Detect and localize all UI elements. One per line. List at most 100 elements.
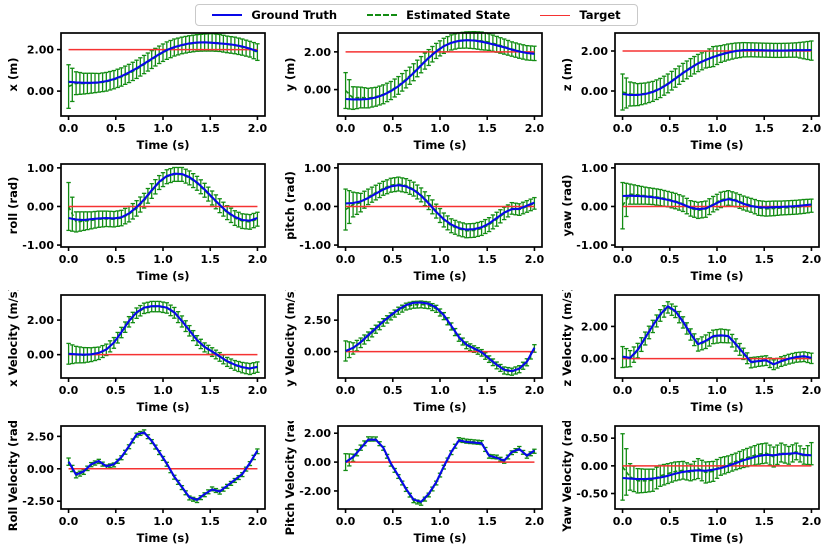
x-tick-label: 1.0	[153, 122, 173, 135]
axis-ticks	[334, 167, 536, 251]
x-axis-label: Time (s)	[691, 138, 744, 152]
x-axis-label: Time (s)	[137, 400, 190, 414]
x-axis-label: Time (s)	[137, 138, 190, 152]
x-tick-label: 1.5	[200, 253, 220, 266]
ground-truth-line	[622, 305, 812, 366]
y-axis-label: x Velocity (m/s)	[6, 290, 20, 387]
x-tick-label: 0.5	[383, 122, 403, 135]
axis-ticks	[611, 50, 813, 120]
x-tick-label: 0.0	[336, 384, 356, 397]
y-tick-label: 0.00	[581, 460, 608, 473]
legend-label-ground-truth: Ground Truth	[251, 8, 338, 22]
axis-ticks	[57, 167, 259, 251]
x-tick-label: 1.5	[754, 253, 774, 266]
y-axis-label: roll (rad)	[6, 177, 20, 235]
subplot-pitch: 0.0 0.5 1.0 1.5 2.0 -1.00 0.00 1.00 Time (s) pitc…	[283, 162, 545, 283]
y-tick-label: -2.00	[299, 485, 331, 498]
x-tick-label: 0.0	[59, 253, 79, 266]
ground-truth-line	[345, 184, 535, 231]
subplot-yaw: 0.0 0.5 1.0 1.5 2.0 -1.00 0.00 1.00 Time (s) yaw …	[560, 162, 822, 283]
axis-ticks	[334, 432, 536, 513]
y-tick-label: 1.00	[27, 162, 54, 175]
ground-truth-line-icon	[212, 14, 243, 16]
legend-item-ground-truth: Ground Truth	[212, 8, 337, 22]
ground-truth-line	[622, 48, 812, 97]
ground-truth-line	[68, 172, 258, 222]
x-tick-label: 0.0	[59, 515, 79, 528]
x-tick-label: 1.0	[153, 384, 173, 397]
axis-ticks	[611, 437, 813, 513]
x-tick-label: 1.5	[477, 122, 497, 135]
ground-truth-line	[622, 452, 812, 481]
x-tick-label: 0.5	[106, 515, 126, 528]
x-axis-label: Time (s)	[414, 269, 467, 283]
error-bars	[66, 429, 260, 504]
x-tick-label: 1.0	[153, 515, 173, 528]
error-bars	[66, 166, 260, 233]
y-tick-label: 0.00	[304, 200, 331, 213]
error-bars	[620, 433, 814, 501]
x-tick-label: 2.0	[802, 253, 822, 266]
y-tick-label: 0.00	[27, 349, 54, 362]
y-tick-label: 2.00	[581, 45, 608, 58]
y-tick-label: 2.00	[304, 427, 331, 440]
x-tick-label: 1.0	[707, 253, 727, 266]
y-tick-label: 1.00	[304, 162, 331, 175]
x-tick-label: 2.0	[248, 122, 268, 135]
x-tick-label: 1.5	[200, 384, 220, 397]
x-tick-label: 0.5	[106, 122, 126, 135]
y-axis-label: pitch (rad)	[283, 171, 297, 240]
x-tick-label: 0.5	[660, 122, 680, 135]
x-tick-label: 0.0	[59, 384, 79, 397]
subplot-z-velocity: 0.0 0.5 1.0 1.5 2.0 0.00 2.00 Time (s) z Velocit…	[560, 290, 822, 414]
x-tick-label: 1.0	[430, 515, 450, 528]
x-tick-label: 1.5	[754, 122, 774, 135]
y-tick-label: 0.00	[304, 84, 331, 97]
x-tick-label: 0.5	[106, 384, 126, 397]
axis-ticks	[57, 435, 259, 513]
ground-truth-line	[345, 301, 536, 373]
axis-ticks	[334, 51, 536, 120]
y-tick-label: 2.50	[304, 314, 331, 327]
x-tick-label: 2.0	[802, 384, 822, 397]
ground-truth-line	[622, 194, 812, 211]
x-tick-label: 1.5	[200, 515, 220, 528]
error-bars	[620, 301, 814, 371]
y-axis-label: Yaw Velocity (rad/s)	[560, 421, 574, 533]
error-bars	[343, 176, 537, 239]
y-tick-label: 0.00	[304, 456, 331, 469]
estimated-state-line	[345, 438, 535, 505]
x-tick-label: 2.0	[248, 253, 268, 266]
y-tick-label: 0.50	[581, 432, 608, 445]
y-axis-label: Roll Velocity (rad/s)	[6, 421, 20, 531]
x-tick-label: 0.5	[383, 384, 403, 397]
x-tick-label: 1.5	[477, 515, 497, 528]
subplot-roll: 0.0 0.5 1.0 1.5 2.0 -1.00 0.00 1.00 Time (s) roll…	[6, 162, 268, 283]
legend-item-estimated-state: Estimated State	[367, 8, 510, 22]
y-tick-label: 1.00	[581, 162, 608, 175]
subplot-yaw-velocity: 0.0 0.5 1.0 1.5 2.0 -0.50 0.00 0.50 Time (s) Yaw …	[560, 421, 822, 545]
y-tick-label: 2.50	[27, 430, 54, 443]
y-axis-label: x (m)	[6, 58, 20, 92]
axis-ticks	[334, 319, 536, 382]
y-tick-label: -1.00	[576, 239, 608, 252]
x-tick-label: 0.5	[660, 515, 680, 528]
ground-truth-line	[68, 305, 258, 370]
plot-frame	[60, 425, 266, 510]
x-tick-label: 1.0	[430, 122, 450, 135]
ground-truth-line	[68, 41, 258, 84]
ground-truth-line	[345, 39, 535, 101]
x-tick-label: 2.0	[525, 384, 545, 397]
y-tick-label: 0.00	[27, 85, 54, 98]
x-tick-label: 0.5	[106, 253, 126, 266]
axis-ticks	[57, 319, 259, 382]
x-tick-label: 1.0	[430, 384, 450, 397]
x-axis-label: Time (s)	[414, 138, 467, 152]
y-axis-label: y Velocity (m/s)	[283, 290, 297, 387]
subplot-y: 0.0 0.5 1.0 1.5 2.0 0.00 2.00 Time (s) y (m)	[283, 31, 545, 152]
x-tick-label: 1.5	[477, 253, 497, 266]
y-tick-label: 0.00	[27, 463, 54, 476]
x-tick-label: 1.0	[707, 122, 727, 135]
error-bars	[343, 436, 537, 506]
y-axis-label: y (m)	[283, 58, 297, 92]
